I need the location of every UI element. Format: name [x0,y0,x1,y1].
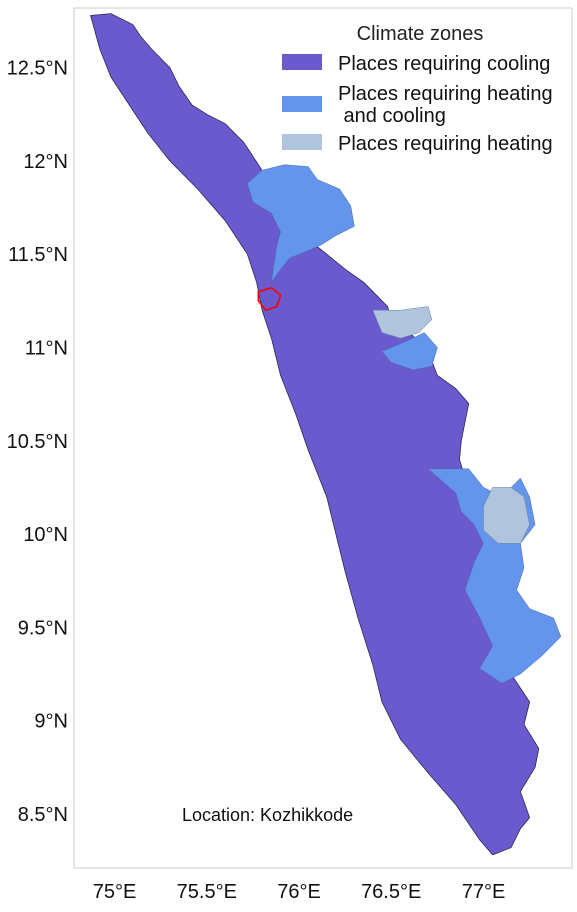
legend-title: Climate zones [357,23,484,45]
y-tick-label-7: 9.5°N [18,617,68,639]
x-tick-label-1: 75°E [93,881,137,903]
zone-heating-2 [483,487,530,544]
y-tick-label-3: 11.5°N [8,244,68,266]
legend: Climate zones Places requiring cooling P… [282,23,553,155]
y-tick-label-9: 8.5°N [18,804,68,826]
y-tick-label-6: 10°N [23,524,68,546]
zone-heating-1 [372,306,433,339]
location-annotation: Location: Kozhikkode [182,805,353,825]
legend-swatch-heating-and-cooling [282,96,322,112]
legend-label-heating: Places requiring heating [338,133,553,155]
zone-heating-and-cooling-2 [381,332,438,371]
x-tick-label-5: 77°E [462,881,506,903]
y-tick-label-1: 12.5°N [7,58,68,80]
kozhikode-highlight [257,286,282,312]
legend-swatch-heating [282,134,322,150]
legend-swatch-cooling [282,54,322,70]
legend-label-cooling: Places requiring cooling [338,53,550,75]
x-tick-label-2: 75.5°E [177,881,237,903]
legend-label-heating-and-cooling-line1: Places requiring heating [338,83,553,105]
x-tick-label-3: 76°E [277,881,321,903]
x-tick-label-4: 76.5°E [361,881,421,903]
legend-label-heating-and-cooling-line2: and cooling [338,105,446,127]
y-tick-labels: 12.5°N 12°N 11.5°N 11°N 10.5°N 10°N 9.5°N 9°N 8.… [7,58,68,826]
y-tick-label-2: 12°N [23,151,68,173]
x-tick-labels: 75°E 75.5°E 76°E 76.5°E 77°E [93,881,505,903]
y-tick-label-8: 9°N [34,711,68,733]
y-tick-label-4: 11°N [25,338,68,360]
zone-heating-and-cooling-1 [247,164,355,283]
y-tick-label-5: 10.5°N [7,431,68,453]
zones-layer [90,13,562,856]
